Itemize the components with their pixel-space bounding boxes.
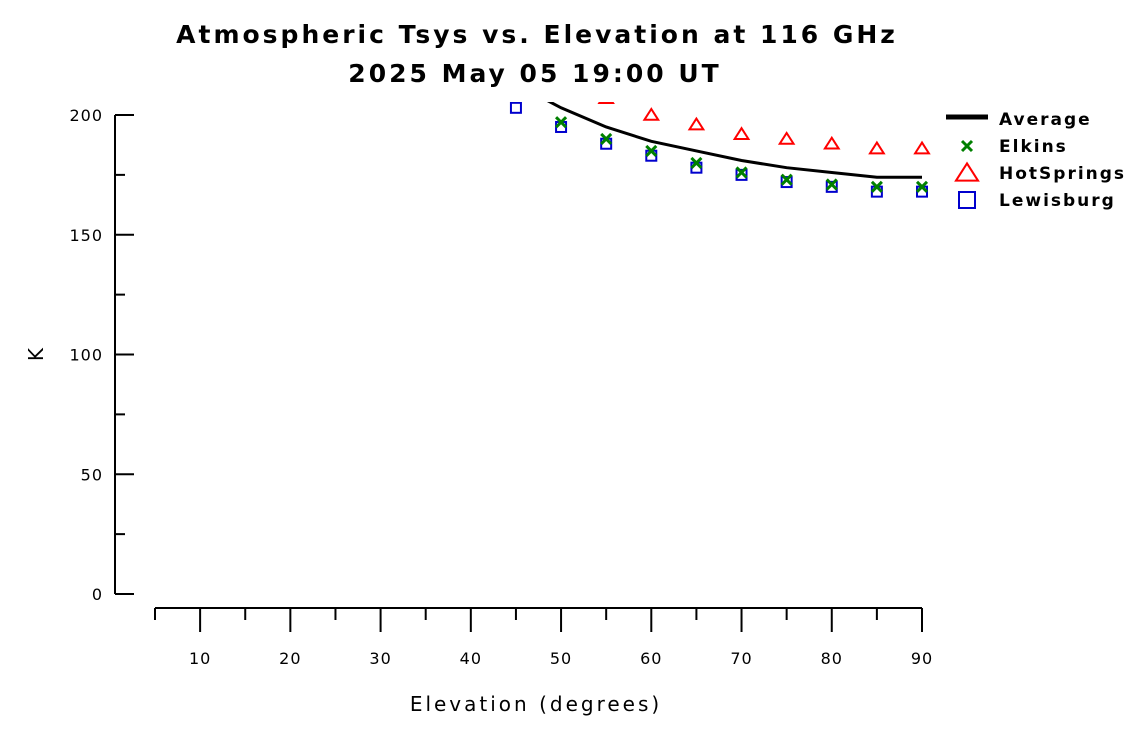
x-tick-label: 20 <box>279 649 301 668</box>
y-tick-label: 100 <box>69 346 103 365</box>
data-point-elkins <box>690 156 703 169</box>
y-axis-label: K <box>24 345 48 361</box>
data-point-elkins <box>735 166 748 179</box>
data-point-elkins <box>825 178 838 191</box>
legend-label-elkins: Elkins <box>999 137 1068 157</box>
chart-title: Atmospheric Tsys vs. Elevation at 116 GH… <box>176 20 898 49</box>
x-tick-label: 50 <box>550 649 572 668</box>
series-line-average <box>546 102 922 179</box>
data-point-hotsprings <box>777 131 796 145</box>
y-tick-label: 50 <box>81 465 103 484</box>
data-point-lewisburg <box>825 180 838 193</box>
x-tick-label: 10 <box>189 649 211 668</box>
legend-swatch-hotsprings <box>954 161 980 182</box>
y-tick-label: 0 <box>92 585 103 604</box>
data-point-lewisburg <box>735 168 748 181</box>
x-tick-label: 40 <box>460 649 482 668</box>
data-point-elkins <box>645 144 658 157</box>
x-axis-label: Elevation (degrees) <box>410 692 662 716</box>
legend: Average Elkins HotSprings Lewisburg <box>946 110 1125 211</box>
legend-label-average: Average <box>999 110 1092 130</box>
legend-label-lewisburg: Lewisburg <box>999 191 1116 211</box>
x-tick-label: 30 <box>369 649 391 668</box>
data-point-hotsprings <box>732 126 751 140</box>
data-point-hotsprings <box>687 116 706 131</box>
data-point-elkins <box>600 132 613 146</box>
axes: 0 50 100 150 200 10 20 30 40 50 60 70 80 90 <box>69 106 933 668</box>
data-point-elkins <box>780 173 793 186</box>
data-point-elkins <box>915 180 929 193</box>
data-point-hotsprings <box>597 102 615 105</box>
x-tick-label: 70 <box>730 649 752 668</box>
y-tick-label: 150 <box>69 226 103 245</box>
x-tick-label: 60 <box>640 649 662 668</box>
legend-label-hotsprings: HotSprings <box>999 164 1125 184</box>
data-point-lewisburg <box>780 176 793 189</box>
data-point-hotsprings <box>642 107 661 121</box>
y-tick-label: 200 <box>69 106 103 125</box>
legend-swatch-elkins <box>960 139 974 153</box>
data-point-elkins <box>554 116 568 129</box>
data-point-hotsprings <box>823 135 841 150</box>
legend-swatch-lewisburg <box>958 191 976 209</box>
data-point-hotsprings <box>913 140 931 155</box>
plot-area <box>509 102 931 198</box>
data-point-lewisburg <box>509 102 522 114</box>
data-point-elkins <box>870 180 883 193</box>
chart-subtitle: 2025 May 05 19:00 UT <box>348 59 721 88</box>
x-tick-label: 90 <box>911 649 933 668</box>
x-tick-label: 80 <box>821 649 843 668</box>
data-point-hotsprings <box>868 140 886 155</box>
